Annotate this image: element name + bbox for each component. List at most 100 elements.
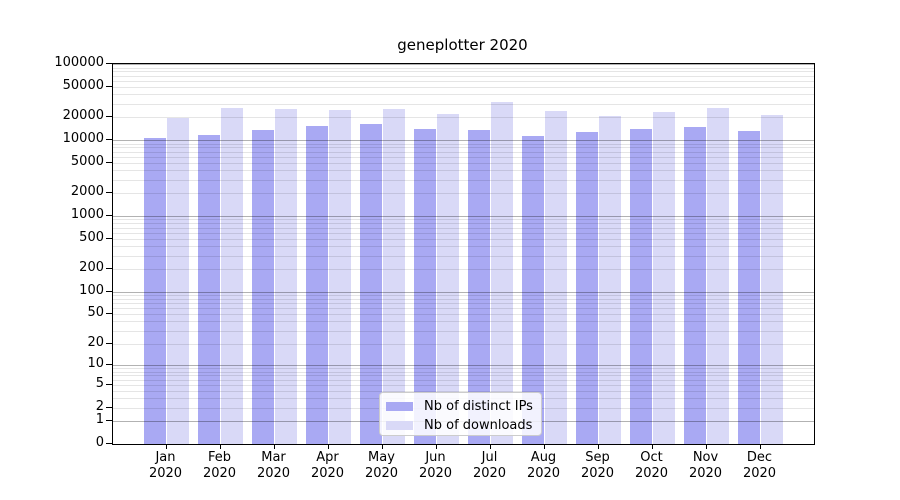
gridline-minor <box>113 80 814 82</box>
gridline-minor <box>113 375 814 377</box>
gridline-minor <box>113 246 814 248</box>
y-axis-tick-label: 5000 <box>70 153 104 169</box>
gridline-minor <box>113 75 814 77</box>
bar-distinct-ips-sep <box>576 132 598 444</box>
x-axis-tick-label: Oct 2020 <box>634 450 669 481</box>
x-axis-tick-label: Aug 2020 <box>526 450 561 481</box>
y-axis-tick-mark <box>106 363 112 365</box>
bar-distinct-ips-nov <box>684 126 706 444</box>
y-axis-tick-label: 500 <box>79 229 104 245</box>
x-axis-tick-mark <box>705 444 707 449</box>
y-axis-tick-label: 20 <box>87 334 104 350</box>
gridline-minor <box>113 117 814 119</box>
y-axis-tick-label: 20000 <box>62 108 104 124</box>
x-axis-tick-mark <box>543 444 545 449</box>
y-axis-tick-label: 100 <box>79 282 104 298</box>
bar-distinct-ips-apr <box>306 125 328 444</box>
bar-distinct-ips-mar <box>252 129 274 444</box>
gridline-minor <box>113 86 814 88</box>
gridline-minor <box>113 255 814 257</box>
gridline-minor <box>113 295 814 297</box>
gridline-minor <box>113 94 814 96</box>
gridline-minor <box>113 303 814 305</box>
y-axis-tick-label: 10 <box>87 355 104 371</box>
gridline-minor <box>113 379 814 381</box>
x-axis-tick-label: May 2020 <box>364 450 399 481</box>
y-axis-tick-label: 2000 <box>70 184 104 200</box>
x-axis-tick-mark <box>327 444 329 449</box>
bar-distinct-ips-aug <box>522 135 544 444</box>
bar-distinct-ips-may <box>360 123 382 444</box>
x-axis-tick-mark <box>165 444 167 449</box>
gridline-minor <box>113 103 814 105</box>
gridline-minor <box>113 371 814 373</box>
bar-downloads-dec <box>761 114 783 444</box>
x-axis-tick-label: Sep 2020 <box>580 450 615 481</box>
y-axis-tick-mark <box>106 63 112 64</box>
legend-label-distinct-ips: Nb of distinct IPs <box>424 399 533 414</box>
bar-downloads-may <box>383 108 405 444</box>
x-axis-tick-label: Jan 2020 <box>148 450 183 481</box>
bar-downloads-mar <box>275 108 297 444</box>
gridline-minor <box>113 232 814 234</box>
x-axis-tick-label: Mar 2020 <box>256 450 291 481</box>
y-axis-tick-mark <box>106 290 112 292</box>
gridline-minor <box>113 156 814 158</box>
legend: Nb of distinct IPs Nb of downloads <box>379 392 542 436</box>
y-axis-tick-mark <box>106 161 112 163</box>
gridline-minor <box>113 269 814 270</box>
y-axis-tick-label: 200 <box>79 260 104 275</box>
plot-area <box>112 63 815 445</box>
x-axis-tick-mark <box>273 444 275 449</box>
y-axis-tick-label: 1000 <box>70 207 104 222</box>
bar-distinct-ips-feb <box>198 134 220 444</box>
gridline-minor <box>113 170 814 172</box>
x-axis-tick-label: Apr 2020 <box>310 450 345 481</box>
legend-label-downloads: Nb of downloads <box>424 418 533 433</box>
y-axis-tick-label: 50 <box>87 305 104 321</box>
x-axis-tick-mark <box>381 444 383 449</box>
x-axis-tick-mark <box>651 444 653 449</box>
bar-downloads-jun <box>437 114 459 444</box>
y-axis-tick-mark <box>106 116 112 118</box>
gridline-minor <box>113 384 814 386</box>
gridline-minor <box>113 343 814 345</box>
y-axis-tick-label: 50000 <box>62 77 104 93</box>
bar-distinct-ips-jun <box>414 128 436 444</box>
x-axis-tick-label: Feb 2020 <box>202 450 237 481</box>
bar-downloads-aug <box>545 110 567 444</box>
y-axis-tick-mark <box>106 443 112 444</box>
x-axis-tick-mark <box>759 444 761 449</box>
chart-title: geneplotter 2020 <box>397 36 528 54</box>
x-axis-tick-mark <box>435 444 437 449</box>
gridline-minor <box>113 368 814 369</box>
x-axis-tick-mark <box>219 444 221 449</box>
y-axis-tick-mark <box>106 215 112 216</box>
x-axis-tick-label: Nov 2020 <box>688 450 723 481</box>
legend-item-distinct-ips: Nb of distinct IPs <box>386 397 541 416</box>
gridline-minor <box>113 321 814 323</box>
gridline-minor <box>113 193 814 195</box>
gridline-minor <box>113 308 814 310</box>
bar-downloads-feb <box>221 108 243 444</box>
x-axis-tick-label: Jul 2020 <box>472 450 507 481</box>
gridline-major <box>113 291 814 293</box>
gridline-minor <box>113 223 814 225</box>
y-axis-tick-mark <box>106 85 112 87</box>
y-axis-tick-mark <box>106 383 112 385</box>
gridline-minor <box>113 390 814 392</box>
x-axis-tick-mark <box>597 444 599 449</box>
y-axis-tick-label: 10000 <box>62 131 104 146</box>
legend-swatch-distinct-ips <box>386 402 413 411</box>
bar-distinct-ips-jan <box>144 138 166 444</box>
gridline-minor <box>113 330 814 332</box>
gridline-minor <box>113 238 814 240</box>
bar-downloads-apr <box>329 110 351 444</box>
y-axis-tick-mark <box>106 313 112 315</box>
gridline-minor <box>113 227 814 229</box>
bar-downloads-nov <box>707 107 729 444</box>
y-axis-tick-label: 100000 <box>54 55 104 70</box>
y-axis-tick-mark <box>106 268 112 269</box>
gridline-minor <box>113 151 814 153</box>
